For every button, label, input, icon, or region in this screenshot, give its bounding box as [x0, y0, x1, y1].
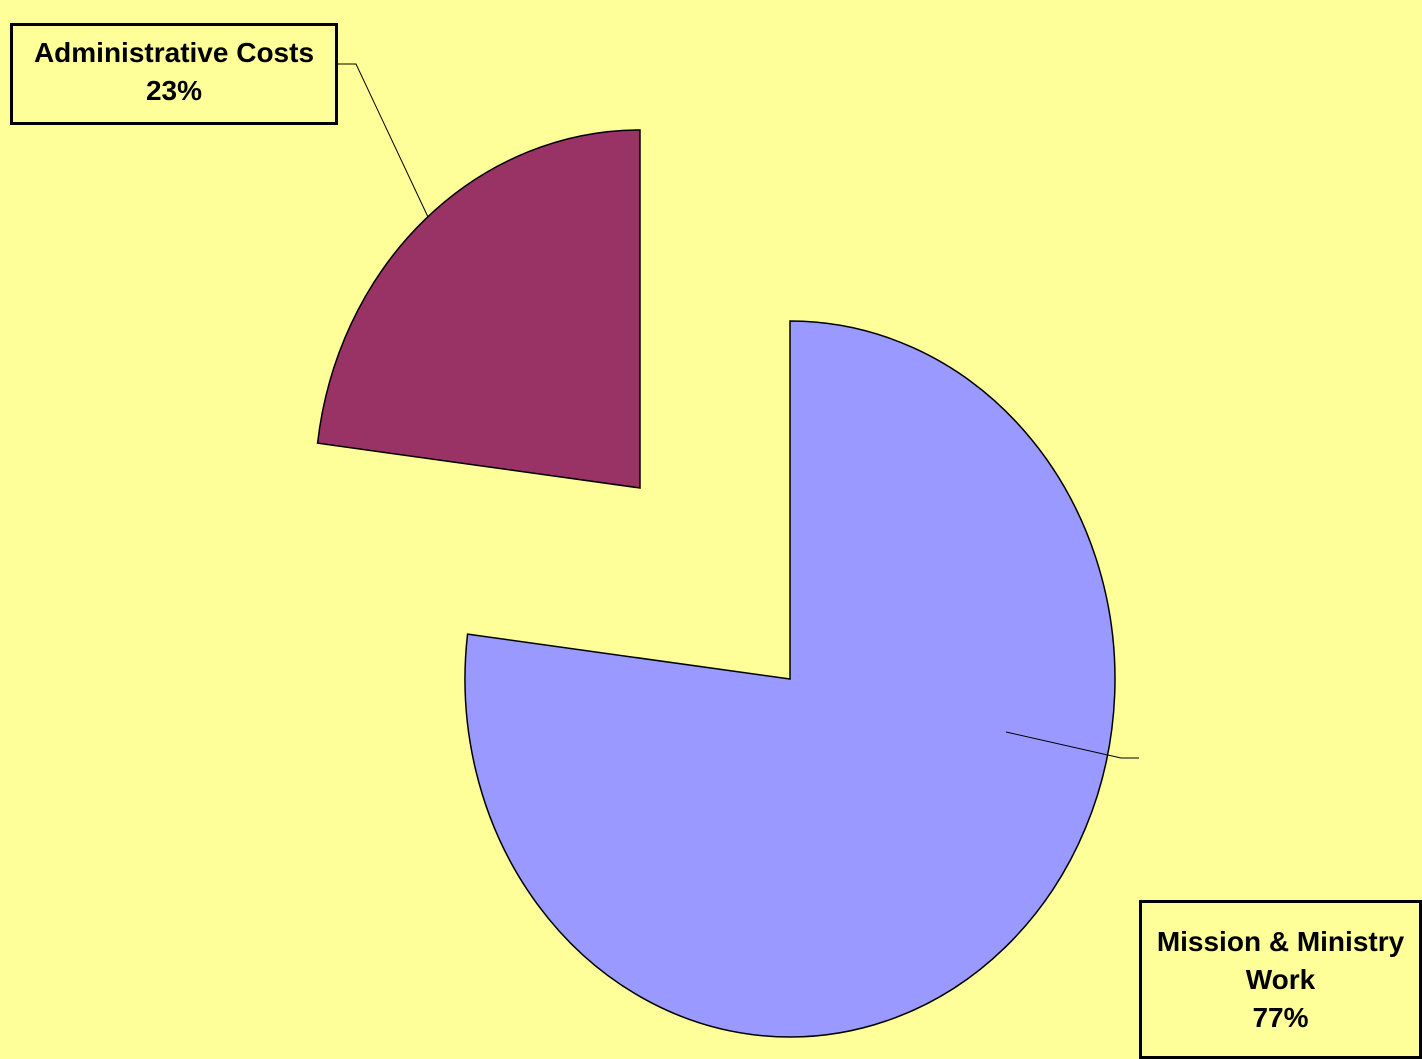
slice-label-administrative-costs: Administrative Costs — [33, 37, 315, 68]
slice-percent-mission-ministry-work: 77% — [1252, 1002, 1309, 1033]
slice-percent-administrative-costs: 23% — [145, 75, 203, 106]
slice-label-mission-ministry-line2: Work — [1245, 964, 1316, 995]
slice-mission-ministry-work — [464, 320, 1116, 1038]
slice-label-mission-ministry-line1: Mission & Ministry — [1156, 926, 1405, 957]
leader-line-mission-ministry-work — [1005, 731, 1139, 759]
data-label-mission-ministry-work: Mission & Ministry Work 77% — [1139, 900, 1422, 1059]
slice-administrative-costs — [316, 129, 641, 489]
data-label-administrative-costs: Administrative Costs 23% — [10, 23, 338, 125]
leader-line-administrative-costs — [338, 63, 429, 218]
